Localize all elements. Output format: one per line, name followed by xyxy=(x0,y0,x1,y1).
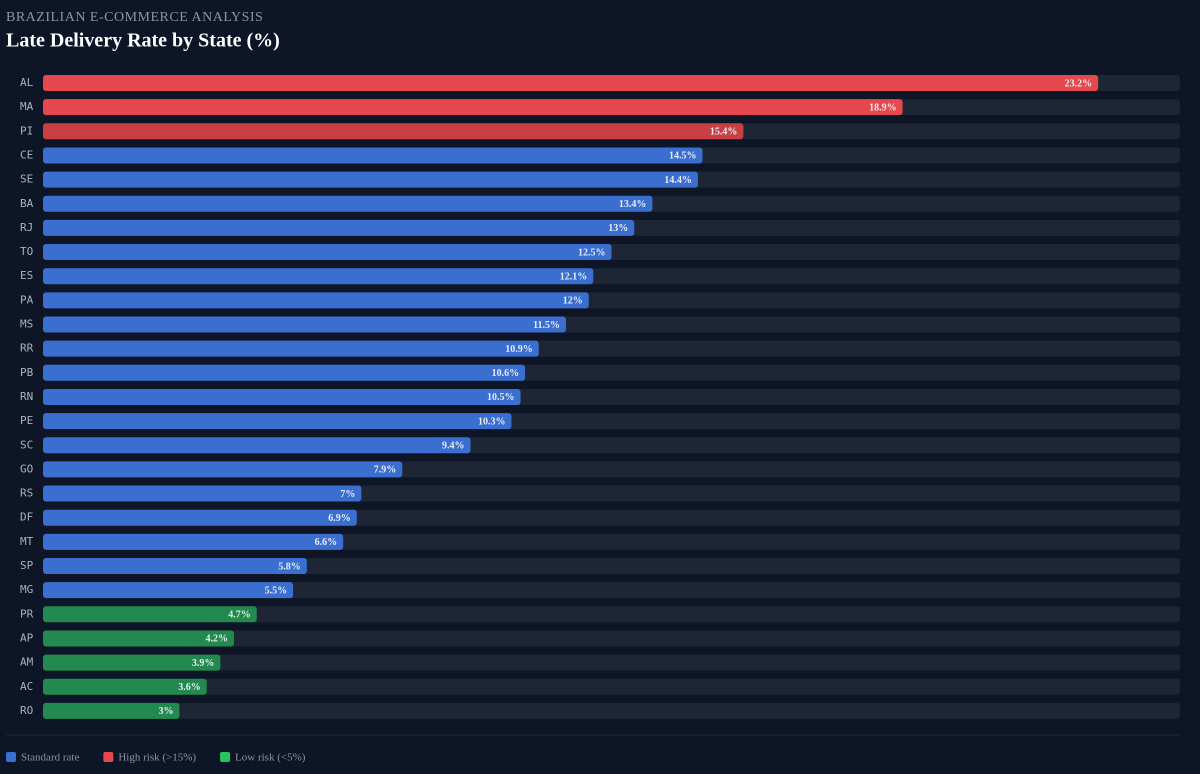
value-label: 11.5% xyxy=(533,320,560,331)
bar-track xyxy=(43,654,1180,671)
category-label: SP xyxy=(20,559,34,572)
bar-track xyxy=(43,582,1180,599)
value-label: 10.3% xyxy=(478,416,506,427)
category-label: PI xyxy=(20,124,33,137)
bar xyxy=(43,147,703,164)
value-label: 6.9% xyxy=(328,513,351,524)
value-label: 12% xyxy=(563,296,583,307)
bar xyxy=(43,485,362,502)
value-label: 15.4% xyxy=(710,127,738,138)
bar xyxy=(43,533,344,550)
bar xyxy=(43,388,521,405)
value-label: 10.9% xyxy=(505,344,533,355)
bar xyxy=(43,678,207,695)
bar xyxy=(43,99,903,116)
value-label: 9.4% xyxy=(442,441,465,452)
bar-track xyxy=(43,702,1180,719)
value-label: 3.6% xyxy=(178,682,201,693)
category-label: AC xyxy=(20,680,33,693)
bar xyxy=(43,413,512,430)
value-label: 5.8% xyxy=(278,561,301,572)
category-label: CE xyxy=(20,148,33,161)
category-label: AP xyxy=(20,631,34,644)
value-label: 18.9% xyxy=(869,102,897,113)
value-label: 14.4% xyxy=(664,175,692,186)
bar xyxy=(43,171,698,188)
bar xyxy=(43,75,1099,91)
category-label: MG xyxy=(20,583,33,596)
category-label: ES xyxy=(20,269,33,282)
category-label: RN xyxy=(20,390,33,403)
value-label: 3% xyxy=(158,706,173,717)
bar xyxy=(43,582,294,599)
value-label: 4.2% xyxy=(206,634,229,645)
bar-track xyxy=(43,606,1180,623)
category-label: RS xyxy=(20,487,33,500)
value-label: 10.5% xyxy=(487,392,515,403)
bar xyxy=(43,316,567,333)
bar-track xyxy=(43,630,1180,647)
category-label: SE xyxy=(20,173,33,186)
bar xyxy=(43,630,235,647)
bar xyxy=(43,219,635,236)
value-label: 6.6% xyxy=(315,537,338,548)
category-label: AL xyxy=(20,76,34,89)
bar xyxy=(43,292,589,309)
bar xyxy=(43,606,257,623)
legend-label: High risk (>15%) xyxy=(118,752,196,764)
value-label: 12.1% xyxy=(560,271,588,282)
category-label: SC xyxy=(20,438,33,451)
bar xyxy=(43,268,594,285)
bar xyxy=(43,195,653,212)
value-label: 10.6% xyxy=(492,368,520,379)
value-label: 14.5% xyxy=(669,151,697,162)
bar xyxy=(43,437,471,454)
category-label: AM xyxy=(20,656,34,669)
bar-track xyxy=(43,678,1180,695)
bar xyxy=(43,654,221,671)
category-label: PB xyxy=(20,366,34,379)
legend-swatch xyxy=(220,752,231,762)
bar xyxy=(43,702,180,719)
category-label: GO xyxy=(20,462,33,475)
category-label: RJ xyxy=(20,221,33,234)
legend-swatch xyxy=(6,752,16,762)
value-label: 13.4% xyxy=(619,199,647,210)
legend-label: Standard rate xyxy=(21,752,79,764)
value-label: 23.2% xyxy=(1065,78,1093,89)
category-label: BA xyxy=(20,197,34,210)
chart-title: Late Delivery Rate by State (%) xyxy=(6,30,280,52)
value-label: 5.5% xyxy=(265,585,288,596)
value-label: 13% xyxy=(608,223,628,234)
bar xyxy=(43,509,357,526)
bar xyxy=(43,558,307,574)
category-label: RR xyxy=(20,342,34,355)
category-label: MS xyxy=(20,318,33,331)
category-label: RO xyxy=(20,704,33,717)
legend-label: Low risk (<5%) xyxy=(235,752,306,764)
category-label: PR xyxy=(20,607,34,620)
legend-swatch xyxy=(103,752,114,762)
bar xyxy=(43,461,403,478)
bar-track xyxy=(43,558,1180,574)
chart-subtitle: BRAZILIAN E-COMMERCE ANALYSIS xyxy=(6,10,263,25)
value-label: 4.7% xyxy=(228,610,251,621)
category-label: TO xyxy=(20,245,33,258)
value-label: 7% xyxy=(340,489,355,500)
bar xyxy=(43,340,539,357)
category-label: DF xyxy=(20,511,33,524)
category-label: MT xyxy=(20,535,34,548)
category-label: PA xyxy=(20,293,34,306)
bar xyxy=(43,364,526,381)
bar xyxy=(43,244,612,261)
bar xyxy=(43,123,744,140)
value-label: 3.9% xyxy=(192,658,215,669)
category-label: PE xyxy=(20,414,33,427)
value-label: 12.5% xyxy=(578,247,606,258)
category-label: MA xyxy=(20,100,34,113)
value-label: 7.9% xyxy=(374,465,397,476)
